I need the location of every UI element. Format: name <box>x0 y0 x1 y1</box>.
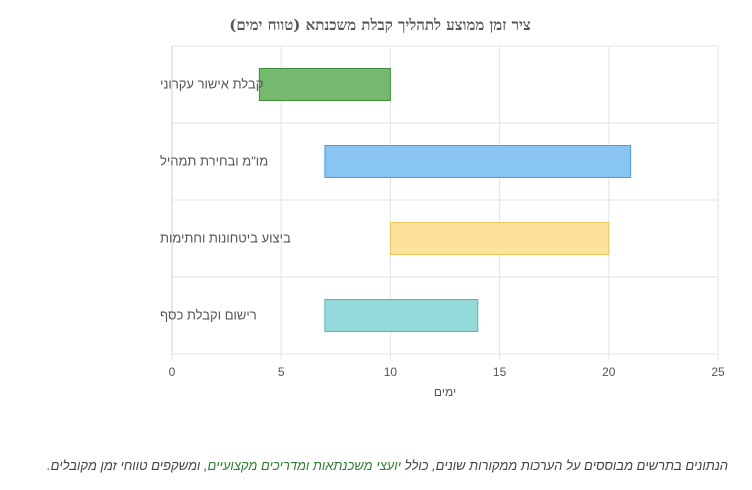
bars <box>258 68 632 332</box>
x-tick-label: 5 <box>278 365 285 379</box>
x-tick-label: 25 <box>711 365 725 379</box>
bar-2 <box>324 145 632 178</box>
footnote-text-start: הנתונים בתרשים מבוססים על הערכות ממקורות… <box>400 458 728 473</box>
y-tick-label: ביצוע ביטחונות וחתימות <box>160 231 291 246</box>
y-tick-label: מו"מ ובחירת תמהיל <box>160 154 268 169</box>
y-tick-label: קבלת אישור עקרוני <box>160 77 263 92</box>
bar-1 <box>258 68 391 101</box>
x-axis-title: ימים <box>434 385 456 399</box>
y-tick-label: רישום וקבלת כסף <box>160 308 257 323</box>
x-tick-label: 15 <box>493 365 507 379</box>
x-tick-label: 20 <box>602 365 616 379</box>
x-tick-label: 10 <box>384 365 398 379</box>
x-tick-label: 0 <box>169 365 176 379</box>
bar-4 <box>324 299 479 332</box>
bar-3 <box>389 222 610 255</box>
chart: ציר זמן ממוצע לתהליך קבלת משכנתא (טווח י… <box>160 16 725 399</box>
footnote: הנתונים בתרשים מבוססים על הערכות ממקורות… <box>20 458 728 473</box>
chart-title: ציר זמן ממוצע לתהליך קבלת משכנתא (טווח י… <box>229 16 531 34</box>
x-axis-ticks: 0 5 10 15 20 25 <box>169 365 725 379</box>
footnote-text-end: , ומשקפים טווחי זמן מקובלים. <box>47 458 208 473</box>
footnote-source-link[interactable]: יועצי משכנתאות ומדריכים מקצועיים <box>207 458 401 473</box>
y-axis-labels: קבלת אישור עקרוני מו"מ ובחירת תמהיל ביצוע … <box>160 77 291 323</box>
